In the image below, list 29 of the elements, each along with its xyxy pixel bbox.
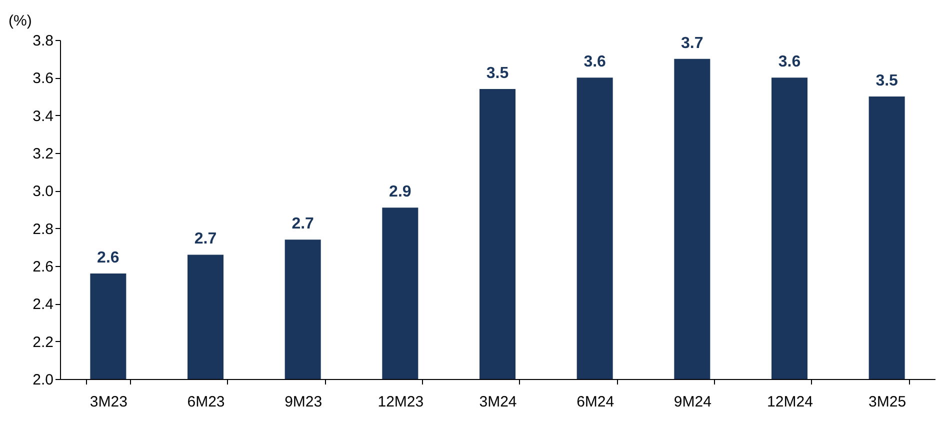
x-tick-label: 12M23 [378, 394, 424, 410]
y-tick-label: 3.0 [32, 183, 54, 200]
y-tick-label: 2.4 [32, 296, 54, 314]
data-label: 2.7 [194, 230, 217, 248]
y-tick-label: 2.6 [32, 258, 54, 276]
y-tick-label: 3.4 [32, 108, 54, 125]
y-tick-label: 2.8 [32, 220, 54, 238]
x-tick-label: 6M23 [187, 394, 225, 410]
x-tick-label: 9M23 [284, 394, 322, 410]
x-tick-label: 9M24 [674, 394, 712, 410]
y-axis-title: (%) [8, 12, 32, 30]
data-label: 2.9 [389, 184, 412, 201]
x-tick-label: 6M24 [576, 394, 614, 410]
data-label: 2.7 [292, 216, 314, 233]
data-label: 3.5 [876, 72, 898, 90]
x-tick-label: 3M25 [868, 394, 906, 410]
data-label: 3.6 [778, 54, 801, 71]
y-tick-label: 2.0 [32, 372, 54, 388]
data-label: 2.6 [97, 250, 120, 267]
data-label: 3.6 [584, 54, 606, 71]
x-tick-label: 3M23 [90, 394, 128, 410]
x-tick-label: 12M24 [767, 394, 813, 410]
x-tick-label: 3M24 [479, 394, 517, 410]
y-tick-label: 3.6 [32, 70, 54, 88]
data-label: 3.7 [681, 34, 704, 52]
y-tick-label: 2.2 [32, 334, 54, 351]
y-tick-label: 3.8 [32, 32, 54, 50]
y-tick-label: 3.2 [32, 146, 54, 162]
data-label: 3.5 [486, 64, 509, 82]
